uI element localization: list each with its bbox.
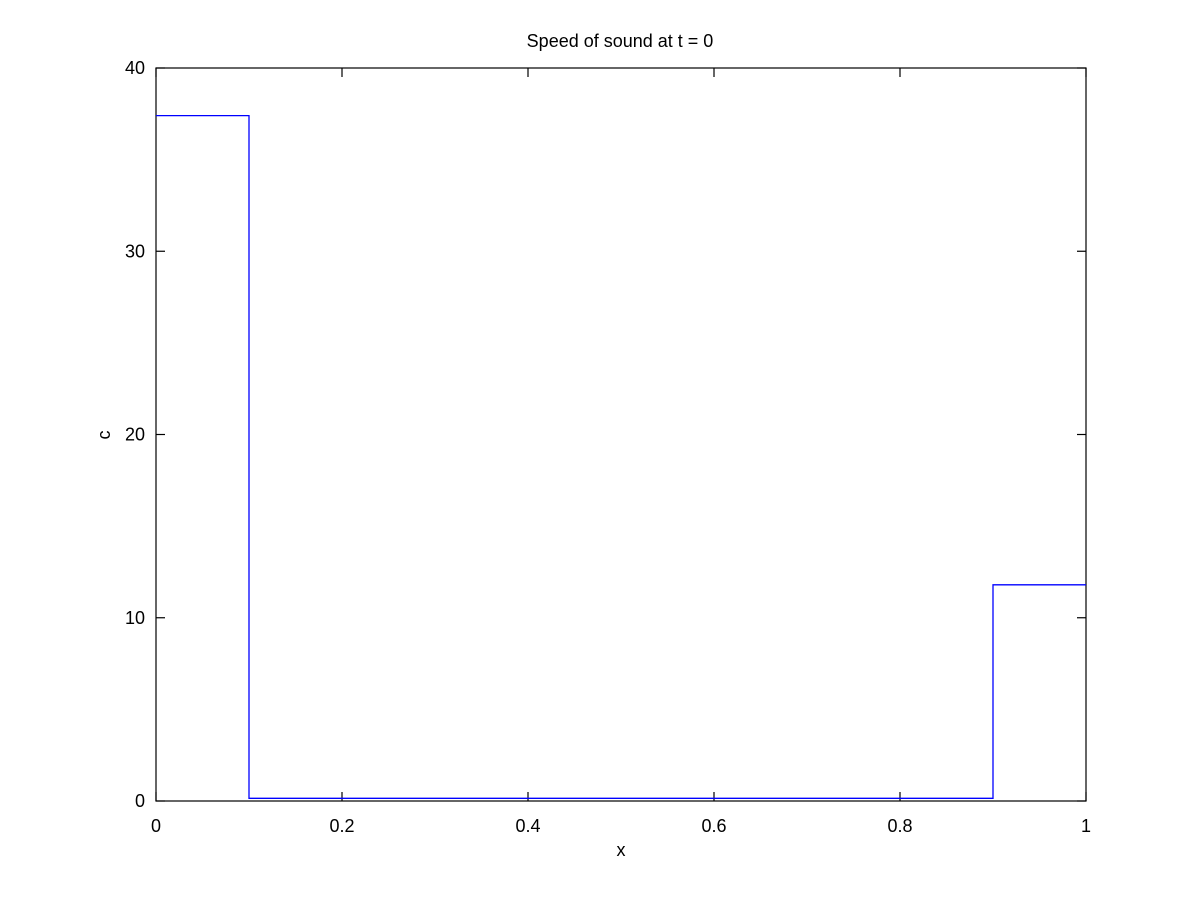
y-tick-label: 30 xyxy=(125,241,145,261)
series-line xyxy=(156,114,1086,799)
series-group xyxy=(156,114,1086,799)
chart-title: Speed of sound at t = 0 xyxy=(527,31,714,51)
x-tick-label: 0.6 xyxy=(701,816,726,836)
x-tick-label: 0 xyxy=(151,816,161,836)
y-tick-label: 0 xyxy=(135,791,145,811)
y-tick-label: 40 xyxy=(125,58,145,78)
x-tick-label: 1 xyxy=(1081,816,1091,836)
plot-frame xyxy=(155,67,1087,802)
y-axis-label: c xyxy=(94,431,114,440)
y-tick-label: 20 xyxy=(125,425,145,445)
axis-ticks xyxy=(155,67,1087,802)
y-tick-label: 10 xyxy=(125,608,145,628)
x-tick-label: 0.2 xyxy=(329,816,354,836)
x-tick-label: 0.4 xyxy=(515,816,540,836)
x-axis-label: x xyxy=(617,840,626,860)
x-tick-label: 0.8 xyxy=(887,816,912,836)
